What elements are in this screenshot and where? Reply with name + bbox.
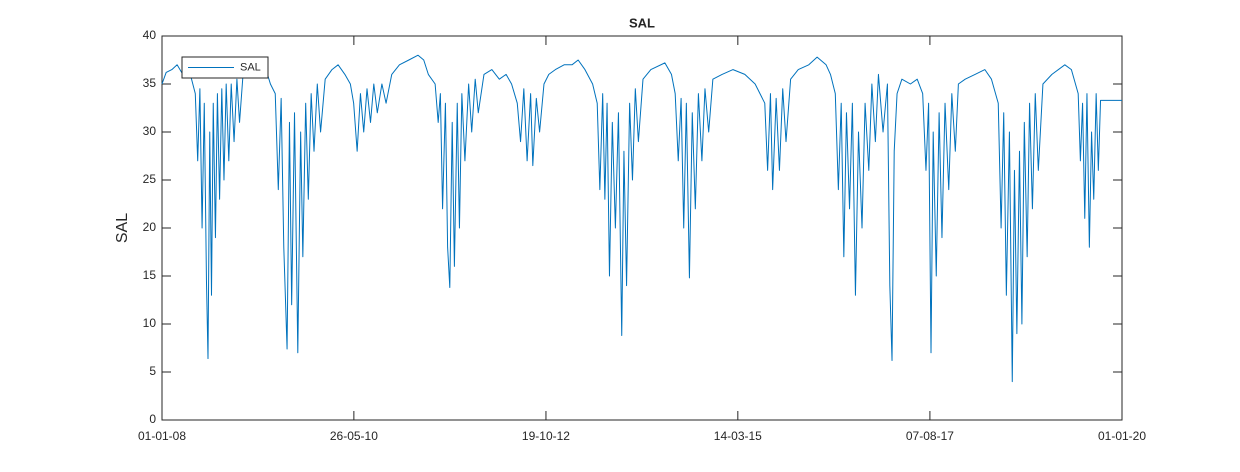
legend-label: SAL <box>240 61 261 73</box>
y-tick-label: 0 <box>149 412 156 426</box>
x-tick-label: 26-05-10 <box>330 429 378 443</box>
x-tick-label: 01-01-20 <box>1098 429 1146 443</box>
y-tick-label: 40 <box>143 28 157 42</box>
chart-title: SAL <box>629 15 655 30</box>
x-tick-label: 14-03-15 <box>714 429 762 443</box>
x-tick-label: 01-01-08 <box>138 429 186 443</box>
y-tick-label: 35 <box>143 76 157 90</box>
x-tick-label: 19-10-12 <box>522 429 570 443</box>
y-tick-label: 20 <box>143 220 157 234</box>
y-tick-label: 25 <box>143 172 157 186</box>
y-tick-label: 15 <box>143 268 157 282</box>
data-line <box>161 54 1122 383</box>
y-tick-label: 5 <box>149 364 156 378</box>
y-tick-label: 30 <box>143 124 157 138</box>
x-tick-label: 07-08-17 <box>906 429 954 443</box>
y-axis-label: SAL <box>114 213 131 243</box>
y-tick-label: 10 <box>143 316 157 330</box>
